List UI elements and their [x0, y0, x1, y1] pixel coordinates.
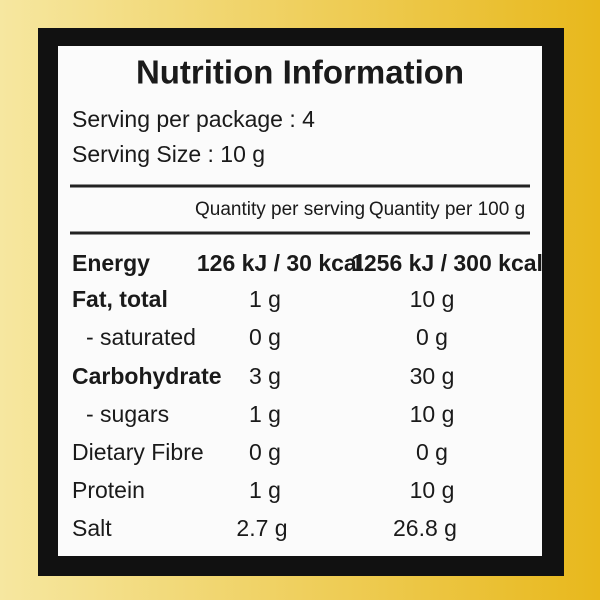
column-header: Quantity per 100 g — [369, 199, 525, 220]
per-serving: 126 kJ / 30 kcal — [197, 250, 363, 276]
nutrient: Protein — [72, 477, 145, 503]
per-serving: 0 g — [249, 324, 281, 350]
nutrient: Dietary Fibre — [72, 439, 204, 465]
nutrient: Energy — [72, 250, 150, 276]
nutrient: Carbohydrate — [72, 363, 222, 389]
serving-per-package: Serving per package : 4 — [72, 106, 315, 132]
per-serving: 1 g — [249, 401, 281, 427]
per-100g: 10 g — [410, 477, 455, 503]
title: Nutrition Information — [136, 54, 464, 91]
per-serving: 3 g — [249, 363, 281, 389]
per-serving: 1 g — [249, 477, 281, 503]
panel — [58, 46, 542, 556]
nutrient: - sugars — [86, 401, 169, 427]
column-header: Quantity per serving — [195, 199, 365, 220]
per-100g: 10 g — [410, 286, 455, 312]
per-serving: 2.7 g — [236, 515, 287, 541]
per-100g: 10 g — [410, 401, 455, 427]
per-100g: 26.8 g — [393, 515, 457, 541]
per-100g: 0 g — [416, 439, 448, 465]
serving-size: Serving Size : 10 g — [72, 141, 265, 167]
per-serving: 0 g — [249, 439, 281, 465]
per-serving: 1 g — [249, 286, 281, 312]
nutrient: Fat, total — [72, 286, 168, 312]
per-100g: 0 g — [416, 324, 448, 350]
nutrient: - saturated — [86, 324, 196, 350]
per-100g: 30 g — [410, 363, 455, 389]
per-100g: 1256 kJ / 300 kcal — [351, 250, 543, 276]
table-body: Energy 126 kJ / 30 kcal 1256 kJ / 300 kc… — [72, 250, 543, 541]
nutrient: Salt — [72, 515, 112, 541]
